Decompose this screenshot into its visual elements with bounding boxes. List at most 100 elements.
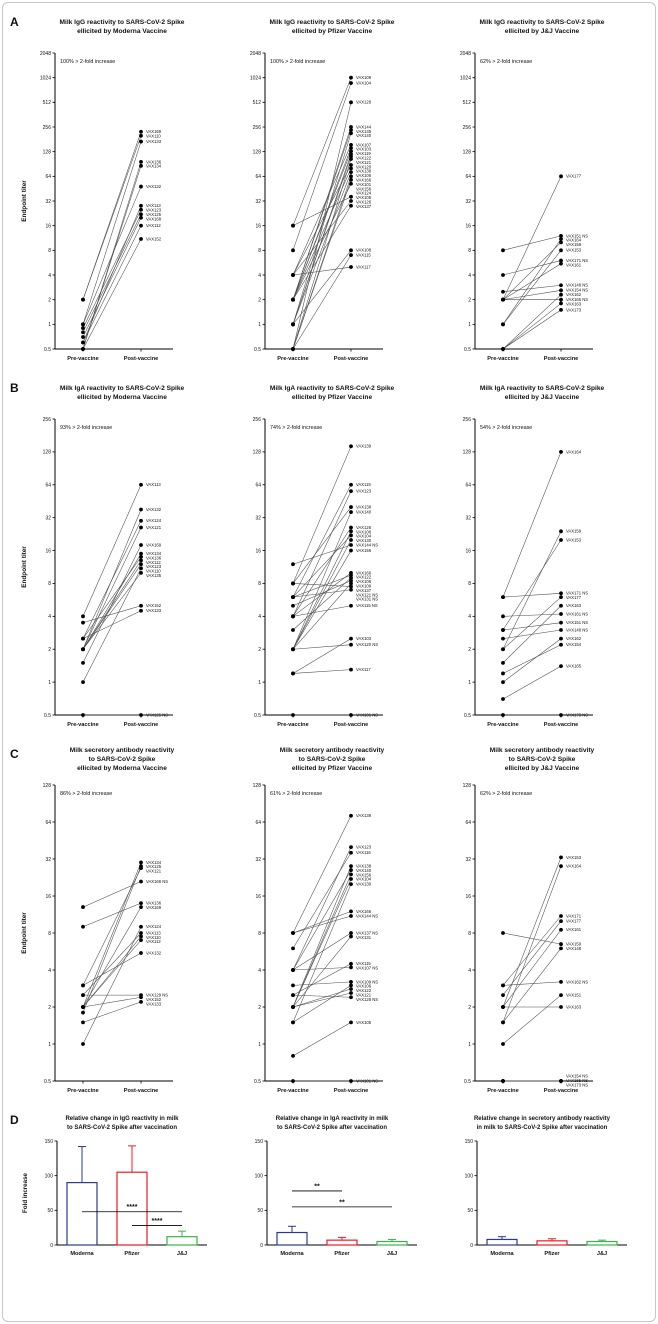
svg-text:to SARS-CoV-2 Spike: to SARS-CoV-2 Spike — [299, 756, 366, 763]
subject-label: VAX169 — [146, 542, 162, 547]
svg-text:100: 100 — [255, 1173, 264, 1179]
significance-stars: ** — [314, 1183, 320, 1190]
subject-label: VAX163 — [566, 1004, 582, 1009]
subject-label: VAX104 — [356, 534, 372, 539]
subject-label: VAX169 — [146, 129, 162, 134]
subject-label: VAX161 — [566, 262, 582, 267]
svg-text:16: 16 — [465, 548, 471, 554]
svg-text:ellicited by Moderna Vaccine: ellicited by Moderna Vaccine — [77, 28, 167, 35]
svg-text:256: 256 — [43, 417, 52, 423]
subject-label: VAX134 — [146, 551, 162, 556]
svg-text:100: 100 — [465, 1173, 474, 1179]
svg-text:0.5: 0.5 — [44, 713, 51, 719]
subject-label: VAX162 — [566, 636, 582, 641]
svg-text:Moderna: Moderna — [70, 1251, 94, 1257]
svg-text:1: 1 — [258, 322, 261, 328]
subject-label: VAX153 — [566, 537, 582, 542]
before-after-chart: Milk IgA reactivity to SARS-CoV-2 Spike e… — [463, 385, 605, 728]
subject-label: VAX134 — [146, 860, 162, 865]
subject-label: VAX121 — [356, 160, 372, 165]
svg-text:in milk to SARS-CoV-2 Spike af: in milk to SARS-CoV-2 Spike after vaccin… — [477, 1125, 608, 1131]
subject-label: VAX131 — [356, 935, 372, 940]
svg-text:J&J: J&J — [387, 1251, 397, 1257]
subject-label: VAX123 — [356, 489, 372, 494]
subject-label: VAX112 — [146, 939, 161, 944]
svg-text:128: 128 — [43, 783, 52, 789]
svg-text:to SARS-CoV-2 Spike after vacc: to SARS-CoV-2 Spike after vaccination — [277, 1125, 387, 1131]
subject-label: VAX134 — [146, 164, 162, 169]
svg-text:64: 64 — [45, 174, 51, 180]
svg-text:32: 32 — [465, 199, 471, 205]
svg-text:150: 150 — [465, 1139, 474, 1145]
subject-label: VAX173 NS — [566, 1082, 588, 1087]
svg-text:to SARS-CoV-2 Spike: to SARS-CoV-2 Spike — [89, 756, 156, 763]
bar-chart: Relative change in secretory antibody re… — [465, 1116, 627, 1257]
subject-label: VAX154 — [566, 642, 582, 647]
svg-text:2: 2 — [258, 1005, 261, 1011]
svg-text:64: 64 — [465, 483, 471, 489]
svg-text:32: 32 — [465, 857, 471, 863]
subject-label: VAX138 — [356, 504, 372, 509]
svg-text:4: 4 — [48, 968, 51, 974]
svg-text:Post-vaccine: Post-vaccine — [124, 1088, 159, 1094]
subject-label: VAX163 — [566, 301, 582, 306]
svg-text:8: 8 — [468, 248, 471, 254]
subject-label: VAX133 — [146, 139, 162, 144]
subject-label: VAX115 — [356, 252, 371, 257]
panel-label-A: A — [10, 15, 19, 29]
svg-text:Pre-vaccine: Pre-vaccine — [487, 1088, 518, 1094]
svg-text:Post-vaccine: Post-vaccine — [334, 1088, 369, 1094]
subject-label: VAX107 NS — [356, 966, 378, 971]
svg-text:256: 256 — [43, 125, 52, 131]
subject-label: VAX121 — [356, 993, 372, 998]
svg-text:16: 16 — [45, 223, 51, 229]
svg-text:512: 512 — [43, 100, 52, 106]
panel-B-charts: Milk IgA reactivity to SARS-CoV-2 Spike e… — [17, 377, 655, 741]
svg-text:1024: 1024 — [460, 75, 471, 81]
svg-text:64: 64 — [255, 820, 261, 826]
svg-text:Post-vaccine: Post-vaccine — [334, 722, 369, 728]
subject-label: VAX117 — [356, 264, 371, 269]
subject-label: VAX169 — [146, 905, 162, 910]
bar-chart: Relative change in IgA reactivity in mil… — [255, 1116, 417, 1257]
svg-text:Milk IgA reactivity to SARS-Co: Milk IgA reactivity to SARS-CoV-2 Spike — [60, 385, 185, 392]
svg-text:J&J: J&J — [177, 1251, 187, 1257]
svg-text:2: 2 — [468, 647, 471, 653]
svg-text:150: 150 — [45, 1139, 54, 1145]
subject-label: VAX119 — [356, 151, 371, 156]
svg-text:0.5: 0.5 — [464, 347, 471, 353]
bar-Moderna — [66, 1181, 98, 1246]
subject-label: VAX122 — [356, 988, 372, 993]
svg-text:Fold increase: Fold increase — [22, 1172, 29, 1212]
subject-label: VAX112 — [146, 560, 161, 565]
panel-label-D: D — [10, 1113, 19, 1127]
subject-label: VAX110 — [146, 569, 161, 574]
fold-increase-annotation: 74% > 2-fold increase — [270, 425, 322, 431]
svg-text:Pre-vaccine: Pre-vaccine — [67, 1088, 98, 1094]
svg-text:1: 1 — [468, 680, 471, 686]
subject-label: VAX159 — [566, 242, 582, 247]
before-after-chart: Milk IgG reactivity to SARS-CoV-2 Spike e… — [460, 19, 605, 362]
subject-label: VAX173 — [566, 307, 582, 312]
svg-text:Milk IgG reactivity to SARS-Co: Milk IgG reactivity to SARS-CoV-2 Spike — [270, 19, 395, 26]
panel-A-charts: Milk IgG reactivity to SARS-CoV-2 Spike e… — [17, 11, 655, 375]
bar-J&J — [376, 1240, 408, 1246]
svg-text:Pre-vaccine: Pre-vaccine — [487, 356, 518, 362]
svg-text:64: 64 — [465, 174, 471, 180]
svg-text:ellicited by Pfizer Vaccine: ellicited by Pfizer Vaccine — [292, 765, 373, 772]
subject-label: VAX151 — [566, 992, 582, 997]
subject-label: VAX165 — [566, 664, 582, 669]
subject-label: VAX151 NS — [566, 620, 588, 625]
subject-label: VAX132 — [146, 184, 162, 189]
subject-label: VAX126 — [356, 199, 372, 204]
fold-increase-annotation: 62% > 2-fold increase — [480, 791, 532, 797]
subject-label: VAX123 — [356, 844, 372, 849]
subject-label: VAX131 NS — [356, 597, 378, 602]
subject-label: VAX110 — [146, 134, 161, 139]
svg-text:16: 16 — [255, 548, 261, 554]
subject-label: VAX136 — [146, 901, 162, 906]
fold-increase-annotation: 86% > 2-fold increase — [60, 791, 112, 797]
subject-label: VAX119 — [356, 482, 371, 487]
subject-label: VAX156 — [356, 872, 372, 877]
subject-label: VAX152 — [146, 603, 162, 608]
